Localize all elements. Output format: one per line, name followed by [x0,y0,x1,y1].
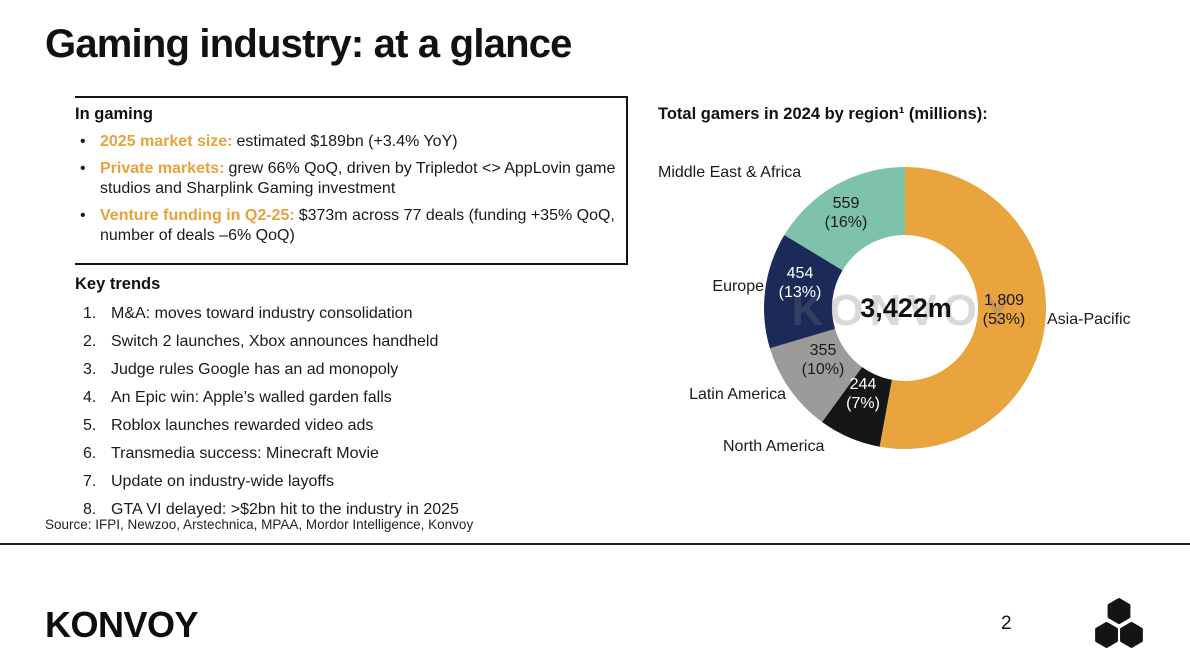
segment-value-label-europe: 454 (13%) [779,264,822,302]
trend-text: An Epic win: Apple’s walled garden falls [111,389,392,406]
segment-pct: (16%) [824,214,868,231]
chart-title: Total gamers in 2024 by region¹ (million… [658,105,988,123]
segment-name-label-latin-america: Latin America [689,386,786,403]
segment-value: 355 [809,342,837,359]
segment-value-label-north-america: 244 (7%) [846,375,880,413]
trend-item: Judge rules Google has an ad monopoly [75,359,628,380]
bullet-lead: Private markets: [100,160,225,177]
trend-text: GTA VI delayed: >$2bn hit to the industr… [111,501,459,518]
bullet-item: Private markets:grew 66% QoQ, driven by … [75,159,616,199]
key-trends-section: Key trends M&A: moves toward industry co… [75,275,628,520]
source-attribution: Source: IFPI, Newzoo, Arstechnica, MPAA,… [45,517,474,532]
page-title: Gaming industry: at a glance [45,22,572,66]
segment-pct: (7%) [846,395,880,412]
donut-center-total: 3,422m [860,293,952,323]
trend-text: Update on industry-wide layoffs [111,473,334,490]
bullet-text: estimated $189bn (+3.4% YoY) [236,133,458,150]
bullet-lead: Venture funding in Q2-25: [100,207,295,224]
trend-item: Transmedia success: Minecraft Movie [75,443,628,464]
trend-text: Switch 2 launches, Xbox announces handhe… [111,333,439,350]
donut-segment-middle-east-africa [784,167,905,271]
segment-pct: (13%) [778,284,822,301]
konvoy-wordmark: KONVOY [45,604,199,645]
bullet-item: Venture funding in Q2-25:$373m across 77… [75,206,616,246]
trend-text: M&A: moves toward industry consolidation [111,305,413,322]
left-column: In gaming 2025 market size:estimated $18… [75,96,628,527]
trend-text: Judge rules Google has an ad monopoly [111,361,399,378]
trend-item: Update on industry-wide layoffs [75,471,628,492]
segment-name-label-europe: Europe [712,278,764,295]
trend-item: An Epic win: Apple’s walled garden falls [75,387,628,408]
segment-value: 559 [832,195,860,212]
bullet-lead: 2025 market size: [100,133,233,150]
bullet-text: grew 66% QoQ, driven by Tripledot <> App… [100,160,616,197]
page-number: 2 [1001,613,1012,634]
segment-value: 1,809 [983,292,1025,309]
donut-segment-latin-america [769,328,863,423]
segment-value: 244 [849,376,877,393]
konvoy-logomark-icon [1095,598,1143,648]
segment-name-label-middle-east-africa: Middle East & Africa [658,164,802,181]
segment-value-label-latin-america: 355 (10%) [802,341,845,379]
segment-pct: (10%) [801,361,845,378]
trend-item: GTA VI delayed: >$2bn hit to the industr… [75,499,628,520]
in-gaming-bullet-list: 2025 market size:estimated $189bn (+3.4%… [75,132,616,246]
in-gaming-section: In gaming 2025 market size:estimated $18… [75,96,628,265]
donut-segment-north-america [822,367,892,447]
key-trends-list: M&A: moves toward industry consolidation… [75,303,628,520]
segment-name-label-asia-pacific: Asia-Pacific [1047,311,1131,328]
donut-segment-europe [764,235,843,349]
trend-text: Roblox launches rewarded video ads [111,417,374,434]
donut-segment-asia-pacific [879,167,1046,449]
bullet-item: 2025 market size:estimated $189bn (+3.4%… [75,132,616,152]
trend-item: Roblox launches rewarded video ads [75,415,628,436]
konvoy-watermark: KONVOY [791,286,1019,335]
segment-value: 454 [786,265,814,282]
bullet-text: $373m across 77 deals (funding +35% QoQ,… [100,207,615,244]
donut-chart [764,167,1046,449]
trend-item: M&A: moves toward industry consolidation [75,303,628,324]
trend-text: Transmedia success: Minecraft Movie [111,445,379,462]
segment-value-label-asia-pacific: 1,809 (53%) [983,291,1026,329]
key-trends-heading: Key trends [75,275,161,293]
footer-divider [0,543,1190,545]
in-gaming-heading: In gaming [75,105,153,123]
trend-item: Switch 2 launches, Xbox announces handhe… [75,331,628,352]
segment-name-label-north-america: North America [723,438,825,455]
segment-pct: (53%) [982,311,1026,328]
segment-value-label-middle-east-africa: 559 (16%) [825,194,868,232]
